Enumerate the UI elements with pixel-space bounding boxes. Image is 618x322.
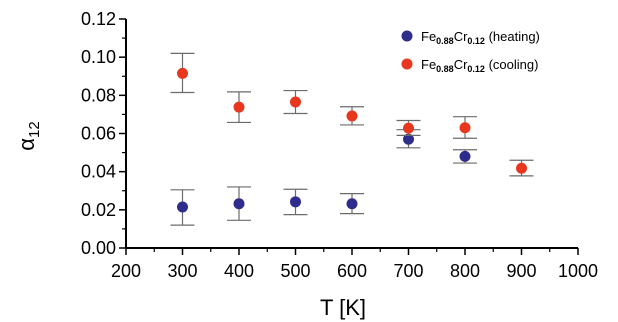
y-tick-label: 0.00 [81, 238, 116, 258]
y-axis-title-main: α [14, 138, 39, 151]
data-point [233, 101, 245, 113]
data-point [459, 150, 471, 162]
data-point [459, 122, 471, 134]
legend-entry: Fe0.88Cr0.12 (cooling) [421, 57, 538, 74]
data-point [346, 110, 358, 122]
y-tick-label: 0.04 [81, 162, 116, 182]
y-axis-title: α12 [14, 121, 43, 150]
data-point [290, 96, 301, 108]
data-point [403, 133, 414, 145]
data-point [233, 198, 245, 210]
data-point [403, 122, 414, 134]
x-axis-title: T [K] [320, 295, 366, 320]
legend: Fe0.88Cr0.12 (heating) Fe0.88Cr0.12 (cool… [401, 29, 540, 74]
data-point [177, 201, 188, 213]
data-point [516, 162, 527, 174]
x-tick-label: 300 [167, 261, 197, 281]
series-cooling [170, 52, 534, 177]
y-tick-label: 0.12 [81, 9, 116, 29]
y-axis: 0.00 0.02 0.04 0.06 0.08 0.10 0.12 [81, 9, 126, 258]
y-tick-label: 0.08 [81, 85, 116, 105]
x-axis: 200 300 400 500 600 700 800 900 1000 [111, 248, 598, 281]
data-point [177, 67, 188, 79]
legend-entry: Fe0.88Cr0.12 (heating) [421, 29, 540, 46]
x-tick-label: 600 [337, 261, 367, 281]
series-heating [170, 129, 477, 226]
y-tick-label: 0.06 [81, 124, 116, 144]
data-marks [170, 52, 534, 226]
data-point [290, 196, 301, 208]
x-tick-label: 400 [224, 261, 254, 281]
y-axis-title-sub: 12 [26, 121, 43, 138]
x-tick-label: 500 [280, 261, 310, 281]
x-tick-label: 700 [393, 261, 423, 281]
x-tick-label: 200 [111, 261, 141, 281]
y-tick-label: 0.02 [81, 200, 116, 220]
legend-marker [401, 30, 413, 42]
x-tick-label: 800 [450, 261, 480, 281]
x-tick-label: 1000 [558, 261, 598, 281]
x-tick-label: 900 [506, 261, 536, 281]
legend-marker [401, 58, 413, 70]
y-tick-label: 0.10 [81, 47, 116, 67]
data-point [346, 198, 358, 210]
